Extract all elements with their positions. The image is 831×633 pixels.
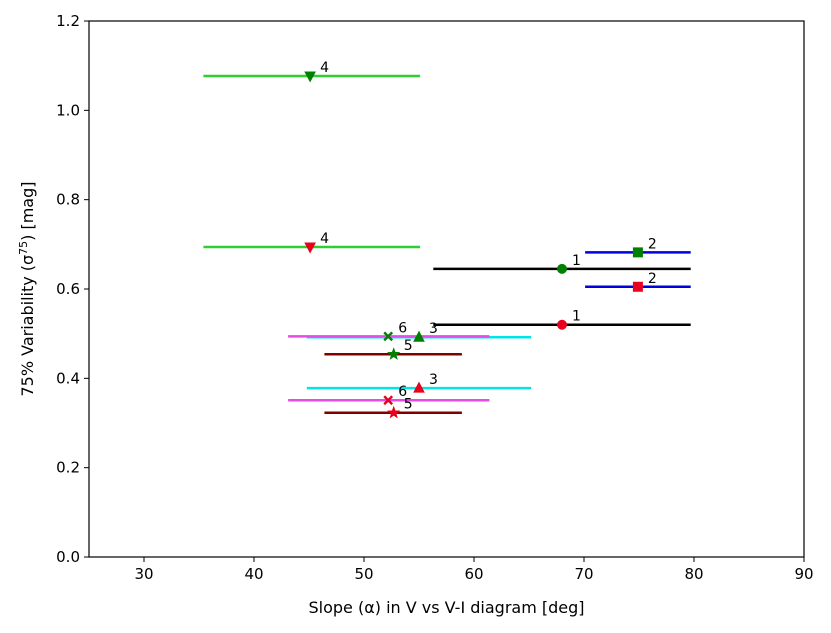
y-tick-label: 0.6 — [56, 280, 80, 298]
point-label: 3 — [429, 321, 438, 337]
y-axis-label-tail: ) [mag] — [18, 181, 37, 240]
y-tick-label: 0.8 — [56, 191, 80, 209]
x-tick-label: 70 — [574, 565, 593, 583]
data-point-circle — [557, 263, 567, 274]
data-point-triangle-up — [413, 330, 425, 342]
x-tick-label: 90 — [794, 565, 813, 583]
data-point-x — [383, 331, 394, 342]
y-tick-label: 0.0 — [56, 548, 80, 566]
plot-frame — [88, 20, 805, 558]
point-label: 2 — [648, 236, 657, 252]
data-point-star — [387, 347, 401, 360]
point-label: 4 — [320, 231, 329, 247]
point-label: 1 — [572, 309, 581, 325]
y-axis-label-sup: 75 — [17, 241, 30, 255]
data-point-square — [632, 247, 643, 258]
data-point-triangle-up — [413, 381, 425, 393]
y-axis: 0.0 0.2 0.4 0.6 0.8 1.0 1.2 — [56, 12, 89, 566]
plot-area — [88, 20, 805, 558]
x-axis: 30 40 50 60 70 80 90 — [134, 557, 814, 583]
point-label: 2 — [648, 271, 657, 287]
y-axis-label: 75% Variability (σ75) [mag] — [17, 181, 37, 396]
point-label: 6 — [398, 320, 407, 336]
data-point-triangle-down — [304, 242, 316, 254]
x-tick-label: 30 — [134, 565, 153, 583]
point-label: 6 — [398, 384, 407, 400]
point-label: 5 — [404, 338, 413, 354]
y-tick-label: 1.0 — [56, 101, 80, 119]
data-point-square — [632, 281, 643, 292]
y-tick-label: 1.2 — [56, 12, 80, 30]
data-point-triangle-down — [304, 71, 316, 83]
point-label: 4 — [320, 60, 329, 76]
point-label: 5 — [404, 397, 413, 413]
data-markers — [304, 71, 643, 419]
x-tick-label: 80 — [684, 565, 703, 583]
point-label: 1 — [572, 253, 581, 269]
x-axis-label: Slope (α) in V vs V-I diagram [deg] — [308, 598, 584, 617]
point-label: 3 — [429, 372, 438, 388]
data-point-circle — [557, 319, 567, 330]
x-tick-label: 40 — [244, 565, 263, 583]
x-tick-label: 60 — [464, 565, 483, 583]
y-tick-label: 0.2 — [56, 459, 80, 477]
error-bars — [203, 74, 691, 414]
data-point-star — [387, 405, 401, 419]
data-point-x — [383, 395, 394, 406]
y-axis-label-main: 75% Variability (σ — [18, 255, 37, 397]
x-tick-label: 50 — [354, 565, 373, 583]
y-tick-label: 0.4 — [56, 369, 80, 387]
